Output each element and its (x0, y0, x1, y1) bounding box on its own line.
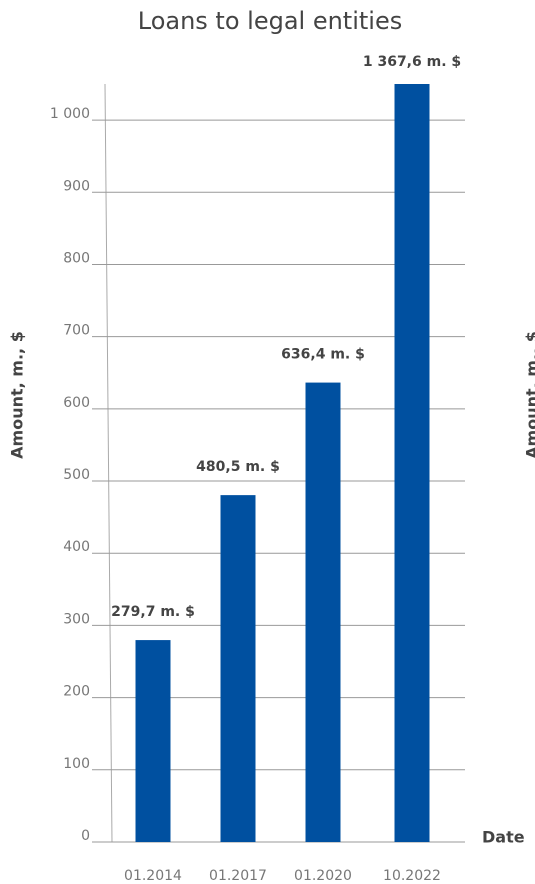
x-tick-label: 10.2022 (383, 868, 441, 884)
y-tick-label: 100 (63, 756, 90, 772)
x-axis-label: Date (482, 828, 525, 847)
value-label: 480,5 m. $ (196, 459, 280, 475)
y-tick-label: 700 (63, 323, 90, 339)
bars (135, 84, 430, 843)
y-axis-label: Amount, m., $ (8, 331, 27, 459)
y-tick-label: 400 (63, 539, 90, 555)
y-tick-label: 800 (63, 250, 90, 266)
value-label: 279,7 m. $ (111, 604, 195, 620)
y-tick-label: 900 (63, 178, 90, 194)
value-label: 1 367,6 m. $ (363, 54, 461, 70)
x-tick-label: 01.2014 (124, 868, 182, 884)
y-tick-label: 300 (63, 611, 90, 627)
bar (220, 495, 256, 842)
y-axis-line (104, 83, 113, 843)
y-axis-label-next: Amount, m., $ (523, 331, 535, 459)
y-tick-label: 500 (63, 467, 90, 483)
chart-title: Loans to legal entities (138, 7, 402, 35)
y-tick-label: 600 (63, 395, 90, 411)
y-tick-label: 1 000 (50, 106, 90, 122)
y-tick-label: 200 (63, 684, 90, 700)
bar (394, 84, 430, 843)
value-label: 636,4 m. $ (281, 347, 365, 363)
bar (135, 640, 171, 842)
bar (305, 382, 341, 842)
y-tick-label: 0 (81, 828, 90, 844)
x-tick-label: 01.2020 (294, 868, 352, 884)
x-tick-label: 01.2017 (209, 868, 267, 884)
